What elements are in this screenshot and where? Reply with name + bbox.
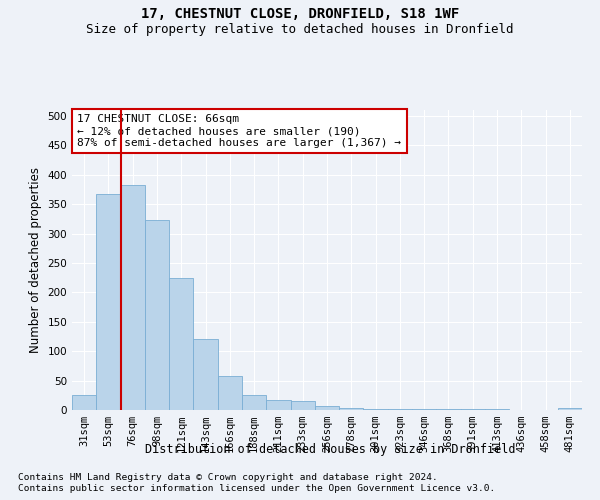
- Text: Size of property relative to detached houses in Dronfield: Size of property relative to detached ho…: [86, 22, 514, 36]
- Text: 17, CHESTNUT CLOSE, DRONFIELD, S18 1WF: 17, CHESTNUT CLOSE, DRONFIELD, S18 1WF: [141, 8, 459, 22]
- Bar: [145, 220, 169, 410]
- Bar: [388, 409, 412, 410]
- Text: Contains public sector information licensed under the Open Government Licence v3: Contains public sector information licen…: [18, 484, 495, 493]
- Y-axis label: Number of detached properties: Number of detached properties: [29, 167, 42, 353]
- Bar: [558, 408, 582, 410]
- Bar: [169, 278, 193, 410]
- Bar: [193, 340, 218, 410]
- Text: Contains HM Land Registry data © Crown copyright and database right 2024.: Contains HM Land Registry data © Crown c…: [18, 472, 438, 482]
- Bar: [96, 194, 121, 410]
- Bar: [364, 409, 388, 410]
- Bar: [242, 396, 266, 410]
- Bar: [121, 184, 145, 410]
- Text: 17 CHESTNUT CLOSE: 66sqm
← 12% of detached houses are smaller (190)
87% of semi-: 17 CHESTNUT CLOSE: 66sqm ← 12% of detach…: [77, 114, 401, 148]
- Text: Distribution of detached houses by size in Dronfield: Distribution of detached houses by size …: [145, 442, 515, 456]
- Bar: [266, 400, 290, 410]
- Bar: [315, 406, 339, 410]
- Bar: [339, 408, 364, 410]
- Bar: [290, 401, 315, 410]
- Bar: [218, 376, 242, 410]
- Bar: [72, 396, 96, 410]
